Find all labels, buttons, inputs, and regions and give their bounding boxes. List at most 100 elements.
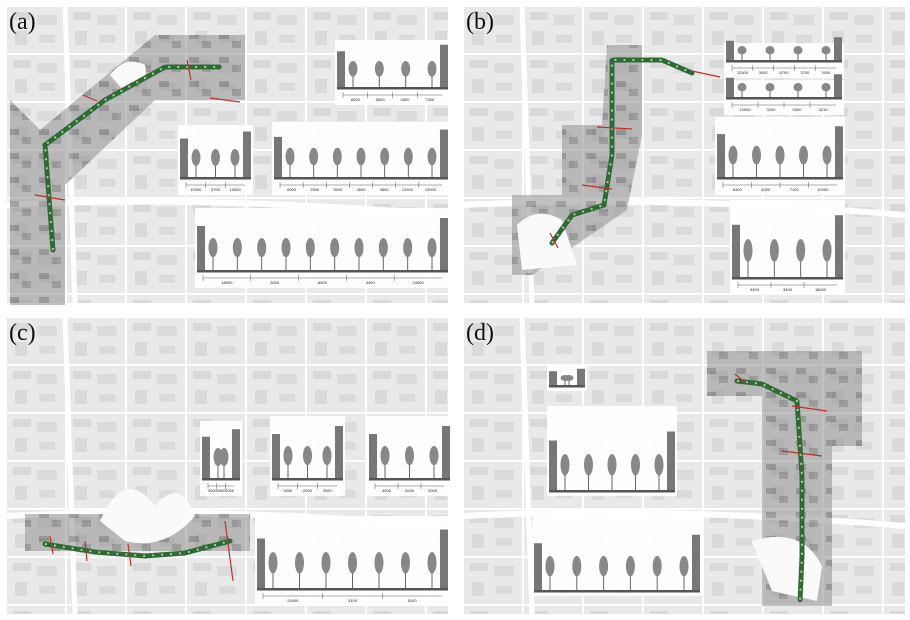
tree-crown	[332, 147, 342, 166]
dimension-label: 18000	[815, 287, 827, 292]
dimension-label: 6300	[793, 107, 803, 112]
tree-crown	[322, 446, 332, 466]
dimension-label: 24000	[413, 280, 425, 285]
panel-label: (d)	[466, 320, 494, 346]
dimension-label: 2000	[323, 488, 333, 493]
dimension-label: 12000	[737, 70, 749, 75]
tree-crown	[403, 147, 413, 166]
tree-crown	[401, 61, 411, 77]
tree-crown	[303, 446, 312, 466]
tree-crown	[822, 145, 832, 165]
greenway-route-highlight	[551, 59, 693, 244]
building-left	[549, 440, 557, 490]
tree-crown	[354, 238, 364, 258]
building-right	[692, 534, 700, 590]
dimension-label: 3000	[270, 280, 280, 285]
street-section: 10000 3700 10000	[178, 125, 253, 195]
ground	[337, 87, 448, 90]
dimension-label: 2000	[405, 488, 415, 493]
tree-crown	[219, 448, 229, 466]
dimension-label: 3100	[348, 598, 358, 603]
street-section: 6000 6500 2800 7300	[335, 40, 450, 105]
ground	[534, 590, 700, 593]
dimension-label: 10000	[817, 187, 829, 192]
tree-crown	[295, 552, 304, 574]
dimension-label: 5100	[408, 598, 418, 603]
street-section: 10000 3200 6300 3210	[724, 74, 844, 115]
dimension-label: 3000	[759, 70, 769, 75]
tree-crown	[625, 556, 635, 577]
dimension-label: 9400	[750, 287, 760, 292]
section-cut	[209, 97, 241, 103]
dimension-label: 2000	[303, 488, 313, 493]
building-left	[369, 434, 377, 478]
tree-crown	[775, 145, 785, 165]
tree-crown	[380, 147, 390, 166]
dimension-label: 7600	[821, 70, 831, 75]
panel-label: (a)	[9, 9, 36, 35]
tree-crown	[822, 239, 832, 262]
tree-crown	[652, 556, 662, 577]
main-road	[519, 315, 535, 615]
tree-crown	[305, 238, 315, 258]
dimension-label: 6500	[318, 280, 328, 285]
dimension-label: 3210	[819, 107, 829, 112]
section-cut	[82, 94, 98, 102]
dimension-label: 6000	[351, 97, 361, 102]
building-right	[335, 426, 343, 478]
dimension-label: 6500	[376, 97, 386, 102]
ground	[732, 277, 843, 280]
dimension-label: 3400	[366, 280, 376, 285]
dimension-label: 10000	[230, 187, 242, 192]
ground	[369, 478, 450, 481]
tree-crown	[793, 46, 803, 55]
building-right	[577, 368, 585, 385]
street-section	[532, 511, 702, 596]
building-right	[440, 44, 448, 87]
section-cut	[127, 543, 132, 567]
tree-crown	[429, 446, 439, 466]
dimension-label: 2000	[428, 488, 438, 493]
section-cut	[781, 450, 823, 457]
dimension-label: 2000	[225, 488, 235, 493]
building-right	[834, 37, 842, 60]
street-section: 18000 3000 6500 3400 24000	[195, 208, 450, 288]
map-panel: 6000 6500 2800 7300 10000 3700 10000 6000 2500 30…	[4, 4, 450, 305]
building-right	[440, 218, 448, 270]
building-left	[274, 136, 282, 177]
tree-crown	[737, 46, 747, 55]
tree-crown	[765, 83, 775, 92]
dimension-label: 6000	[287, 187, 297, 192]
tree-crown	[560, 454, 570, 476]
map-panel: 12000 3000 6700 3700 7600 10000 3200 6300 3210 64…	[461, 4, 906, 304]
ground	[726, 60, 842, 63]
tree-crown	[309, 147, 319, 166]
dimension-label: 12000	[402, 187, 414, 192]
main-road	[62, 315, 78, 615]
tree-crown	[564, 375, 574, 381]
street-section: 3000 2000 2000	[367, 416, 452, 496]
tree-crown	[743, 239, 753, 262]
tree-crown	[321, 552, 331, 574]
section-cut	[596, 126, 633, 130]
tree-crown	[799, 145, 808, 165]
building-left	[549, 371, 557, 385]
ground	[549, 490, 675, 493]
dimension-label: 2800	[400, 97, 410, 102]
study-corridor	[707, 351, 862, 606]
dimension-label: 2500	[310, 187, 320, 192]
building-right	[835, 215, 843, 277]
dimension-label: 2600	[357, 187, 367, 192]
building-right	[667, 431, 675, 490]
dimension-label: 3000	[208, 488, 218, 493]
tree-crown	[380, 446, 390, 466]
tree-crown	[607, 454, 617, 476]
section-cut	[49, 535, 54, 555]
ground	[274, 177, 448, 180]
dimension-label: 3000	[333, 187, 343, 192]
street-section: 9400 3400 18000	[730, 200, 845, 295]
building-left	[726, 40, 734, 60]
section-cut	[581, 184, 613, 190]
street-section: 24000 3100 5100	[255, 516, 450, 606]
